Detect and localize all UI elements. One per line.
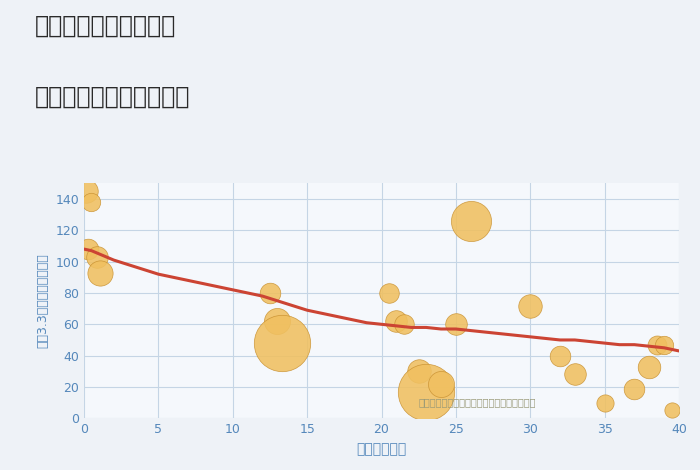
Point — [651, 341, 662, 348]
Point — [384, 289, 395, 297]
Point — [450, 321, 461, 328]
Y-axis label: 坪（3.3㎡）単価（万円）: 坪（3.3㎡）単価（万円） — [36, 253, 50, 348]
Point — [569, 371, 580, 378]
Point — [666, 407, 677, 414]
Point — [435, 380, 447, 388]
Point — [276, 339, 288, 347]
Point — [398, 321, 409, 328]
Point — [525, 302, 536, 309]
Point — [80, 188, 92, 195]
Point — [413, 368, 424, 375]
Point — [421, 388, 432, 395]
Point — [554, 352, 566, 360]
Point — [599, 399, 610, 407]
Text: 奈良県奈良市田中町の: 奈良県奈良市田中町の — [35, 14, 176, 38]
Point — [465, 217, 476, 225]
Point — [659, 341, 670, 348]
Point — [85, 198, 97, 206]
Point — [644, 363, 655, 370]
Text: 円の大きさは、取引のあった物件面積を示す: 円の大きさは、取引のあった物件面積を示す — [419, 397, 536, 407]
Point — [94, 269, 106, 276]
Text: 築年数別中古戸建て価格: 築年数別中古戸建て価格 — [35, 85, 190, 109]
Point — [265, 289, 276, 297]
Point — [629, 385, 640, 392]
Point — [92, 253, 103, 261]
Point — [272, 317, 283, 325]
Point — [82, 245, 93, 253]
Point — [391, 317, 402, 325]
X-axis label: 築年数（年）: 築年数（年） — [356, 442, 407, 456]
